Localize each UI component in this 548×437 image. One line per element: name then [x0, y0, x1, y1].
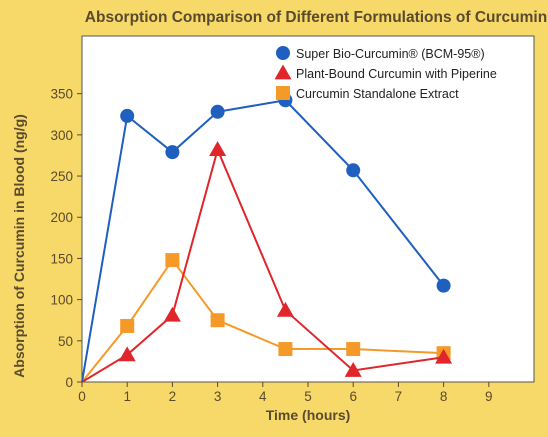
x-tick-label: 5 — [304, 389, 312, 404]
x-tick-label: 3 — [214, 389, 222, 404]
plot-area — [81, 35, 535, 383]
data-point — [278, 342, 293, 357]
x-tick-label: 4 — [259, 389, 267, 404]
legend-marker-triangle — [274, 64, 292, 80]
data-point — [165, 145, 180, 160]
legend-label: Super Bio-Curcumin® (BCM-95®) — [296, 47, 485, 61]
x-tick-label: 2 — [169, 389, 177, 404]
legend-marker-square — [276, 86, 290, 100]
y-tick-label: 0 — [65, 375, 73, 390]
x-tick-label: 9 — [485, 389, 493, 404]
data-point — [344, 361, 362, 377]
data-point — [276, 301, 294, 317]
y-tick-label: 350 — [50, 87, 73, 102]
data-point — [210, 104, 225, 119]
series-layer — [81, 93, 453, 383]
chart-title: Absorption Comparison of Different Formu… — [85, 9, 547, 26]
legend: Super Bio-Curcumin® (BCM-95®) Plant-Bound… — [274, 46, 497, 101]
data-point — [346, 163, 361, 178]
y-axis-label: Absorption of Curcumin in Blood (ng/g) — [11, 114, 27, 378]
y-tick-label: 150 — [50, 251, 73, 266]
data-point — [163, 306, 181, 322]
legend-marker-circle — [276, 46, 290, 60]
data-point — [210, 313, 225, 328]
series-square — [81, 253, 451, 383]
y-tick-label: 50 — [58, 334, 73, 349]
data-point — [118, 346, 136, 362]
x-tick-label: 1 — [123, 389, 131, 404]
data-point — [120, 318, 135, 333]
data-point — [435, 348, 453, 364]
y-tick-label: 250 — [50, 169, 73, 184]
x-tick-label: 8 — [440, 389, 448, 404]
legend-label: Curcumin Standalone Extract — [296, 87, 459, 101]
x-tick-label: 6 — [349, 389, 357, 404]
x-tick-label: 7 — [395, 389, 403, 404]
y-tick-label: 100 — [50, 293, 73, 308]
data-point — [120, 108, 135, 123]
y-tick-label: 200 — [50, 210, 73, 225]
axes: 0 1 2 3 4 5 6 7 8 9 0 50 100 150 200 250 300 350 — [50, 87, 492, 404]
y-tick-label: 300 — [50, 128, 73, 143]
series-triangle — [81, 141, 453, 383]
data-point — [209, 141, 227, 157]
x-tick-label: 0 — [78, 389, 86, 404]
data-point — [346, 342, 361, 357]
data-point — [436, 278, 451, 293]
data-point — [165, 253, 180, 268]
series-circle — [81, 93, 451, 383]
legend-label: Plant-Bound Curcumin with Piperine — [296, 67, 497, 81]
x-axis-label: Time (hours) — [266, 407, 351, 423]
